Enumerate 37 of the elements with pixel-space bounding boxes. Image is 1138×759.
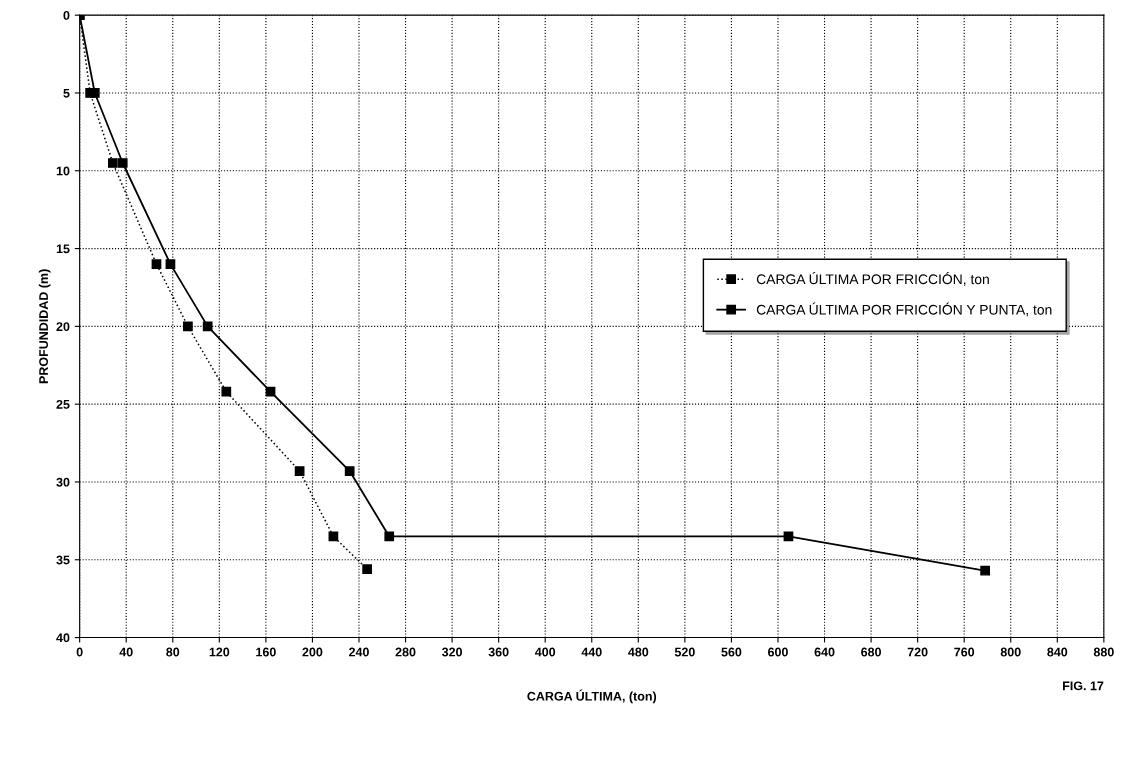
x-tick-label: 120 bbox=[209, 647, 230, 657]
x-tick-label: 640 bbox=[814, 647, 835, 657]
x-tick-label: 40 bbox=[119, 647, 133, 657]
y-tick-label: 15 bbox=[56, 244, 70, 254]
x-axis-title: CARGA ÚLTIMA, (ton) bbox=[527, 689, 657, 704]
y-tick-label: 10 bbox=[56, 166, 70, 176]
x-tick-label: 160 bbox=[256, 647, 276, 657]
x-tick-label: 760 bbox=[954, 647, 975, 657]
x-tick-label: 240 bbox=[348, 647, 369, 657]
caption: FIG. 17 bbox=[1063, 681, 1104, 691]
y-tick-label: 30 bbox=[56, 477, 70, 487]
y-tick-label: 35 bbox=[56, 555, 70, 565]
x-tick-label: 320 bbox=[441, 647, 463, 657]
x-tick-label: 400 bbox=[534, 647, 556, 657]
x-tick-label: 840 bbox=[1047, 647, 1068, 657]
y-tick-label: 0 bbox=[63, 10, 70, 20]
legend-label: CARGA ÚLTIMA POR FRICCIÓN, ton bbox=[756, 271, 989, 286]
x-tick-label: 800 bbox=[1000, 647, 1021, 657]
x-tick-label: 360 bbox=[488, 647, 509, 657]
x-tick-label: 200 bbox=[302, 647, 323, 657]
x-tick-label: 600 bbox=[768, 647, 788, 657]
y-tick-label: 5 bbox=[63, 88, 70, 98]
x-tick-label: 0 bbox=[76, 647, 83, 657]
y-tick-label: 20 bbox=[56, 322, 70, 332]
x-tick-label: 680 bbox=[861, 647, 881, 657]
y-tick-label: 25 bbox=[56, 399, 70, 409]
y-tick-label: 40 bbox=[56, 633, 70, 643]
x-tick-label: 520 bbox=[674, 647, 695, 657]
x-tick-label: 720 bbox=[907, 647, 928, 657]
x-tick-label: 480 bbox=[628, 647, 649, 657]
x-tick-label: 280 bbox=[395, 647, 416, 657]
x-tick-label: 440 bbox=[581, 647, 602, 657]
x-tick-label: 880 bbox=[1093, 647, 1114, 657]
x-tick-label: 560 bbox=[721, 647, 742, 657]
y-axis-title: PROFUNDIDAD (m) bbox=[38, 269, 51, 384]
x-tick-label: 80 bbox=[166, 647, 180, 657]
legend-label: CARGA ÚLTIMA POR FRICCIÓN Y PUNTA, ton bbox=[756, 302, 1052, 317]
